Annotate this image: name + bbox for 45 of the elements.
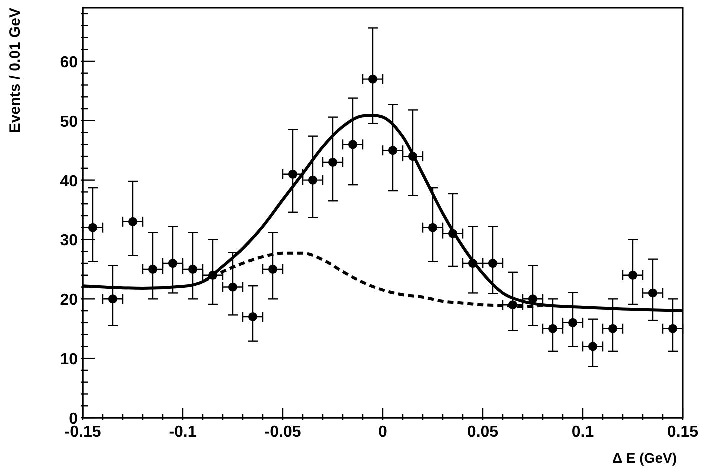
point [408,152,418,162]
y-tick-label: 20 [60,292,78,310]
y-tick-label: 50 [60,114,78,131]
x-tick-label: 0 [378,424,388,441]
point [588,342,598,352]
point [88,223,98,232]
y-tick-label: 40 [60,173,78,190]
x-tick-label: -0.05 [264,424,302,441]
x-tick-label: 0.05 [467,424,499,441]
point [108,294,118,304]
point [128,217,138,226]
point [508,300,518,310]
point [308,176,318,185]
x-tick-label: 0.1 [572,424,594,441]
point [448,229,458,238]
y-tick-label: 60 [60,54,78,72]
point [608,324,618,334]
point [628,270,638,280]
x-tick-label: 0.15 [667,424,699,441]
point [348,140,358,150]
point [268,264,278,274]
y-tick-label: 30 [60,232,78,250]
point [568,318,578,328]
point [668,324,678,334]
point [648,288,658,298]
y-axis-title: Events / 0.01 GeV [7,8,24,134]
point [188,264,198,274]
point [148,264,158,274]
point [208,270,218,280]
point [388,146,398,156]
point [548,324,558,334]
point [328,158,338,167]
x-axis-title: Δ E (GeV) [612,450,677,466]
y-tick-label: 10 [60,352,78,369]
point [368,74,378,84]
point [248,312,258,322]
point [528,294,538,304]
point [428,223,438,232]
point [228,282,238,292]
point [488,259,498,268]
point [168,259,178,268]
point [288,170,298,179]
x-tick-label: -0.1 [169,424,197,441]
point [468,259,478,268]
x-tick-label: -0.15 [64,424,102,441]
